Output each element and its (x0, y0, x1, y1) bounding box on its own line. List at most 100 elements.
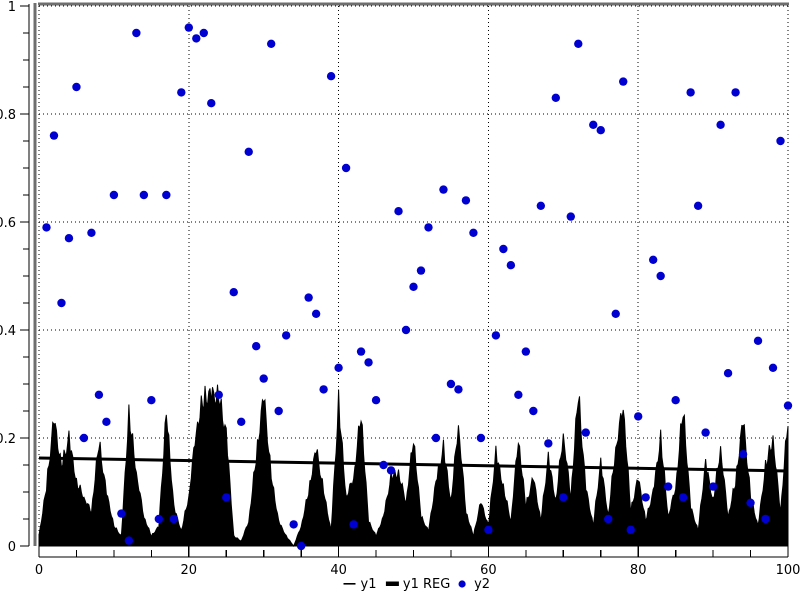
scatter-point-y2 (169, 514, 179, 524)
scatter-point-y2 (147, 396, 156, 405)
scatter-point-y2 (42, 223, 51, 232)
regression-line-y1 (38, 456, 789, 473)
scatter-point-y2 (334, 363, 343, 372)
scatter-point-y2 (589, 120, 598, 129)
series-y1-reg-line (38, 456, 789, 473)
legend-label: y2 (474, 577, 490, 592)
tick-labels: 0 0.2 0.4 0.6 0.8 1 0 20 40 60 80 100 (0, 0, 800, 578)
y-tick-label: 0.6 (0, 216, 16, 231)
scatter-point-y2 (57, 298, 66, 308)
legend-item-y1-reg[interactable]: y1 REG (385, 577, 450, 592)
y-tick-label: 0 (8, 540, 16, 555)
scatter-point-y2 (446, 379, 456, 389)
scatter-point-y2 (364, 358, 373, 367)
scatter-point-y2 (401, 325, 411, 335)
scatter-point-y2 (506, 261, 516, 270)
scatter-point-y2 (72, 82, 81, 92)
scatter-point-y2 (701, 428, 710, 437)
legend-marker-thin-line-icon (343, 583, 356, 585)
y-tick-label: 1 (8, 0, 16, 15)
scatter-point-y2 (626, 525, 635, 534)
scatter-point-y2 (514, 390, 523, 399)
x-tick-label: 100 (776, 563, 800, 578)
scatter-point-y2 (214, 390, 223, 399)
scatter-point-y2 (716, 120, 725, 129)
scatter-point-y2 (326, 72, 336, 81)
scatter-point-y2 (529, 406, 538, 416)
legend-label: y1 (361, 577, 377, 592)
scatter-point-y2 (656, 271, 665, 281)
scatter-point-y2 (551, 93, 561, 103)
scatter-point-y2 (371, 396, 381, 405)
scatter-point-y2 (566, 212, 575, 221)
scatter-point-y2 (648, 255, 658, 264)
x-tick-label: 40 (330, 563, 347, 578)
legend-item-y2[interactable]: y2 (458, 577, 491, 592)
scatter-point-y2 (222, 493, 231, 502)
scatter-point-y2 (686, 88, 695, 97)
legend-item-y1[interactable]: y1 (343, 577, 377, 592)
scatter-point-y2 (499, 244, 508, 254)
scatter-point-y2 (604, 514, 613, 524)
scatter-point-y2 (132, 28, 141, 38)
scatter-point-y2 (341, 163, 351, 173)
scatter-point-y2 (596, 126, 605, 135)
scatter-point-y2 (281, 331, 291, 340)
scatter-point-y2 (177, 88, 186, 97)
axes (20, 2, 789, 558)
scatter-point-y2 (634, 412, 643, 421)
scatter-point-y2 (296, 541, 306, 551)
scatter-point-y2 (386, 466, 396, 475)
scatter-point-y2 (192, 34, 201, 43)
scatter-point-y2 (87, 228, 96, 237)
scatter-point-y2 (274, 406, 283, 416)
scatter-point-y2 (521, 347, 531, 356)
scatter-point-y2 (544, 439, 553, 448)
legend-marker-thick-line-icon (385, 581, 399, 586)
x-tick-label: 80 (630, 563, 647, 578)
scatter-point-y2 (783, 401, 793, 410)
scatter-point-y2 (349, 520, 358, 529)
scatter-point-y2 (663, 482, 673, 491)
scatter-point-y2 (746, 498, 755, 507)
scatter-point-y2 (117, 509, 126, 518)
scatter-point-y2 (776, 136, 785, 146)
scatter-point-y2 (559, 493, 568, 502)
scatter-point-y2 (49, 131, 59, 140)
scatter-point-y2 (619, 77, 628, 86)
scatter-point-y2 (738, 450, 748, 459)
scatter-point-y2 (641, 493, 650, 502)
x-tick-label: 60 (480, 563, 497, 578)
scatter-point-y2 (439, 185, 448, 194)
scatter-point-y2 (611, 309, 620, 318)
scatter-point-y2 (64, 234, 74, 243)
scatter-point-y2 (94, 390, 104, 399)
scatter-point-y2 (199, 28, 208, 38)
scatter-point-y2 (723, 369, 733, 378)
scatter-point-y2 (259, 374, 268, 383)
scatter-point-y2 (162, 190, 171, 200)
scatter-point-y2 (311, 309, 321, 318)
scatter-point-y2 (693, 201, 703, 210)
scatter-point-y2 (536, 201, 546, 210)
scatter-point-y2 (454, 385, 463, 394)
y-tick-label: 0.8 (0, 108, 16, 123)
scatter-point-y2 (102, 417, 111, 426)
scatter-point-y2 (319, 385, 328, 394)
scatter-point-y2 (708, 482, 718, 491)
chart-legend: y1 y1 REG y2 (343, 577, 491, 592)
scatter-point-y2 (252, 342, 261, 351)
scatter-point-y2 (124, 536, 134, 545)
scatter-point-y2 (207, 99, 216, 108)
scatter-point-y2 (356, 347, 366, 356)
scatter-point-y2 (753, 336, 763, 345)
scatter-point-y2 (581, 428, 590, 437)
scatter-point-y2 (229, 288, 238, 297)
scatter-point-y2 (289, 520, 298, 529)
scatter-point-y2 (731, 88, 740, 97)
scatter-point-y2 (154, 514, 164, 524)
scatter-point-y2 (184, 23, 193, 32)
scatter-point-y2 (431, 433, 441, 443)
scatter-point-y2 (469, 228, 478, 237)
series-y2-scatter (42, 23, 793, 551)
